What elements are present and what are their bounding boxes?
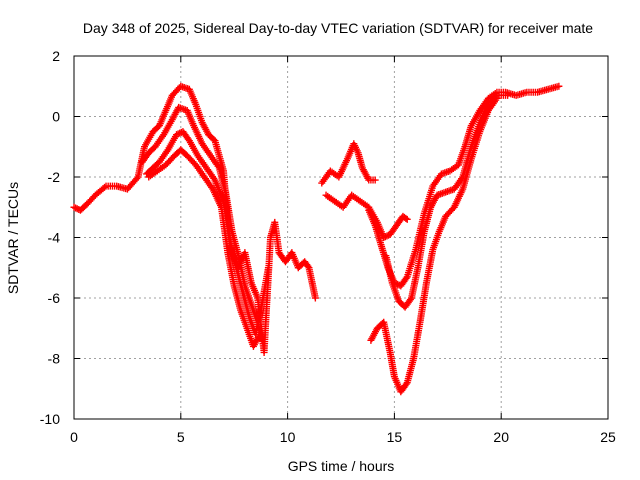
x-tick-label: 25 [600,429,616,445]
data-point-marker [256,330,264,338]
data-point-marker [406,296,414,304]
y-tick-label: -4 [48,230,61,246]
y-tick-label: -10 [40,411,60,427]
chart-title: Day 348 of 2025, Sidereal Day-to-day VTE… [83,20,593,36]
x-tick-label: 5 [177,429,185,445]
x-axis-label: GPS time / hours [288,458,395,474]
data-point-marker [504,91,512,99]
x-tick-label: 0 [70,429,78,445]
y-tick-label: 0 [52,109,60,125]
data-point-marker [173,131,181,139]
data-point-marker [72,204,80,212]
y-tick-label: -8 [48,351,61,367]
data-point-marker [70,203,78,211]
data-point-marker [304,262,312,270]
grid-lines [74,56,608,419]
y-axis-label: SDTVAR / TECUs [5,182,21,294]
axis-ticks: 0 5 10 15 20 25 -10 -8 -6 -4 -2 0 2 [40,48,616,445]
y-tick-label: 2 [52,48,60,64]
data-point-marker [403,215,411,223]
data-point-marker [555,82,563,90]
data-point-marker [174,130,182,138]
x-tick-label: 10 [280,429,296,445]
data-point-marker [258,336,266,344]
data-point-marker [371,176,379,184]
data-points [70,82,563,396]
x-tick-label: 20 [493,429,509,445]
data-point-marker [264,264,272,272]
data-point-marker [402,274,410,282]
data-point-marker [402,380,410,388]
y-tick-label: -2 [48,169,61,185]
data-point-marker [101,183,109,191]
data-point-marker [311,294,319,302]
data-point-marker [383,232,391,240]
y-tick-label: -6 [48,290,61,306]
data-point-marker [133,175,141,183]
data-point-marker [381,233,389,241]
x-tick-label: 15 [387,429,403,445]
data-point-marker [493,94,501,102]
data-point-marker [402,214,410,222]
